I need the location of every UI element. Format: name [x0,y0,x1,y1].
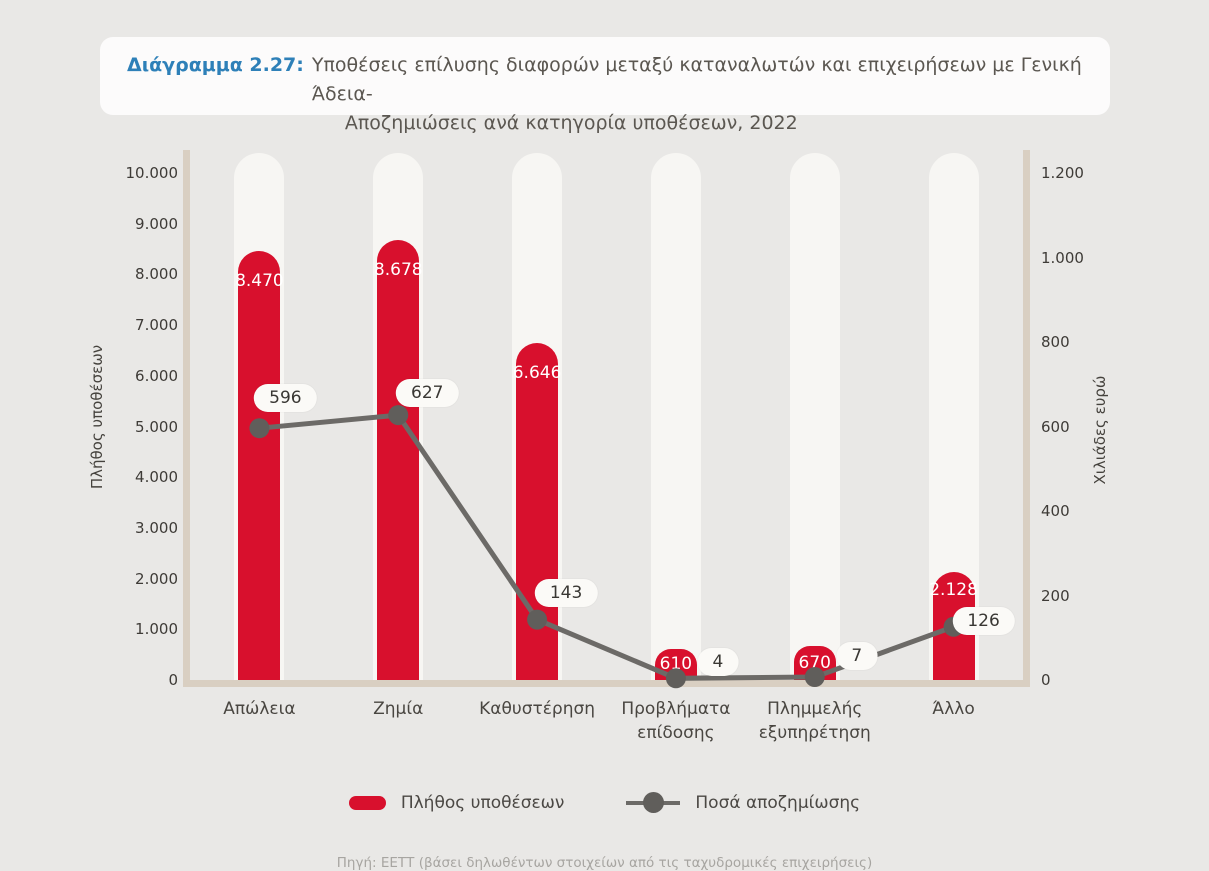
category-label: Ζημία [373,699,424,719]
left-axis-tick: 0 [168,671,178,689]
chart-title-line1: Υποθέσεις επίλυσης διαφορών μεταξύ καταν… [311,54,1082,105]
line-value-pill: 4 [697,648,739,677]
left-axis-tick: 2.000 [135,569,178,588]
line-value-pill: 7 [836,642,878,671]
left-axis-tick: 7.000 [135,316,178,335]
left-axis-tick: 5.000 [135,417,178,436]
bar-series-swatch-icon [348,795,386,810]
right-axis-tick: 600 [1041,417,1070,436]
bar-track [789,153,840,680]
bar-value-label: 6.646 [512,363,562,384]
chart-number-label: Διάγραμμα 2.27: [127,54,304,76]
category-label: Προβλήματα επίδοσης [621,699,731,743]
category-label: Απώλεια [223,699,296,719]
line-value-pill: 143 [534,578,598,607]
line-point-marker [527,609,548,630]
left-axis-tick: 10.000 [125,164,179,182]
left-axis-title: Πλήθος υποθέσεων [88,344,106,490]
right-axis-title: Χιλιάδες ευρώ [1091,375,1109,485]
legend-item-cases: Πλήθος υποθέσεων [348,792,565,813]
right-axis-tick: 1.000 [1041,248,1084,267]
left-axis-tick: 1.000 [135,620,178,639]
line-value-pill: 126 [952,606,1015,635]
line-point-marker [804,667,825,688]
bar-value-label: 8.470 [235,270,284,291]
chart-title-line2: Αποζημιώσεις ανά κατηγορία υποθέσεων, 20… [344,112,798,134]
bar-value-label: 610 [659,654,693,675]
right-axis-tick: 200 [1041,586,1070,605]
source-note: Πηγή: ΕΕΤΤ (βάσει δηλωθέντων στοιχείων α… [336,855,873,871]
legend-label-cases: Πλήθος υποθέσεων [400,792,565,813]
left-axis-tick: 9.000 [135,214,178,233]
right-axis-tick: 400 [1041,502,1070,520]
right-axis-tick: 1.200 [1041,164,1084,182]
bar-2 [377,240,420,680]
line-path [259,412,955,681]
category-label: Πλημμελής εξυπηρέτηση [758,699,871,743]
line-value-pill: 627 [396,379,459,408]
legend-item-compensation: Ποσά αποζημίωσης [626,792,860,813]
right-axis-tick: 0 [1041,671,1051,689]
line-point-marker [665,668,686,689]
line-point-marker [388,405,409,426]
legend-label-compensation: Ποσά αποζημίωσης [695,792,861,813]
line-value-pill: 596 [254,384,317,413]
line-series-swatch-icon [626,792,681,813]
bar-1 [238,250,281,680]
line-point-marker [249,418,270,439]
left-axis-tick: 8.000 [135,265,178,284]
plot-frame [183,150,1030,687]
right-axis-tick: 800 [1041,333,1070,351]
bar-value-label: 2.128 [929,580,978,601]
compensation-line [249,405,964,689]
left-axis-tick: 6.000 [135,366,178,385]
bar-value-label: 8.678 [373,260,423,281]
left-axis-tick: 4.000 [135,468,178,487]
category-label: Άλλο [932,699,975,719]
bar-track [650,153,701,680]
left-axis-tick: 3.000 [135,518,178,537]
bar-value-label: 670 [798,652,831,673]
chart-title-card: Διάγραμμα 2.27: Υποθέσεις επίλυσης διαφο… [100,37,1110,134]
category-label: Καθυστέρηση [479,699,596,719]
chart-legend: Πλήθος υποθέσεων Ποσά αποζημίωσης [0,792,1209,813]
chart-title: Υποθέσεις επίλυσης διαφορών μεταξύ καταν… [312,51,1110,138]
